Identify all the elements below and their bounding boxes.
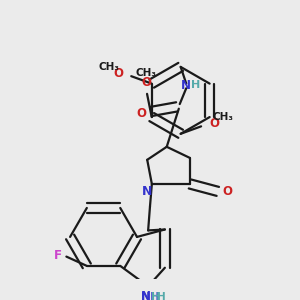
Text: O: O: [209, 117, 219, 130]
Text: O: O: [136, 107, 147, 120]
Text: F: F: [54, 249, 62, 262]
Text: O: O: [113, 67, 123, 80]
Text: H: H: [151, 292, 160, 300]
Text: N: N: [181, 79, 191, 92]
Text: CH₃: CH₃: [136, 68, 157, 78]
Text: NH: NH: [141, 292, 159, 300]
Text: N: N: [141, 290, 151, 300]
Text: CH₃: CH₃: [98, 62, 119, 72]
Text: H: H: [191, 80, 200, 91]
Text: CH₃: CH₃: [213, 112, 234, 122]
Text: O: O: [222, 185, 232, 198]
Text: H: H: [157, 292, 166, 300]
Text: N: N: [142, 185, 152, 198]
Text: O: O: [141, 76, 151, 89]
